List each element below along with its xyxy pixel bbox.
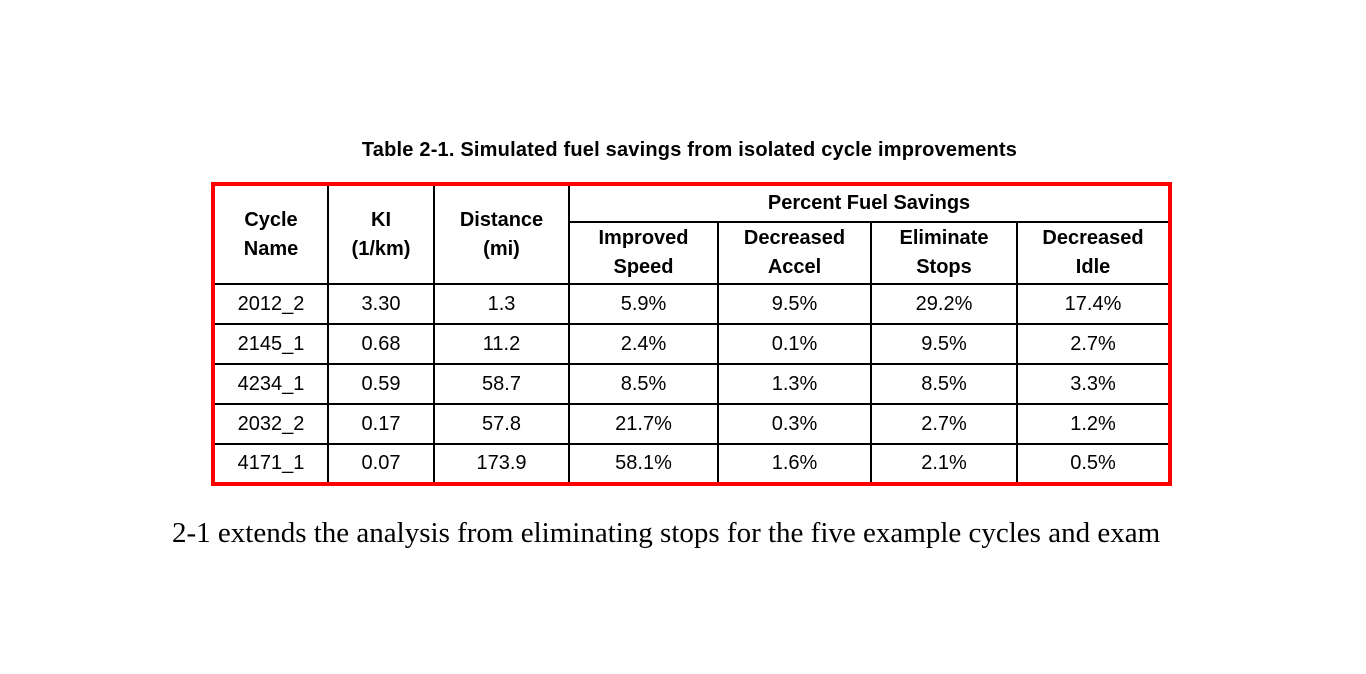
- cell-decreased-idle: 1.2%: [1015, 403, 1172, 445]
- header-cell-decreased-idle: Decreased Idle: [1015, 221, 1172, 285]
- cell-ki: 3.30: [327, 283, 435, 325]
- cell-decreased-idle: 2.7%: [1015, 323, 1172, 365]
- cell-decreased-idle: 0.5%: [1015, 443, 1172, 485]
- table-row: 4171_1 0.07 173.9 58.1% 1.6% 2.1% 0.5%: [212, 443, 1172, 485]
- header-cell-cycle-name: Cycle Name: [212, 183, 329, 285]
- cell-improved-speed: 8.5%: [568, 363, 719, 405]
- cell-ki: 0.59: [327, 363, 435, 405]
- cell-decreased-accel: 0.3%: [717, 403, 872, 445]
- header-cell-ki: KI (1/km): [327, 183, 435, 285]
- header-cell-eliminate-stops: Eliminate Stops: [870, 221, 1018, 285]
- table-row: 2012_2 3.30 1.3 5.9% 9.5% 29.2% 17.4%: [212, 283, 1172, 325]
- cell-distance: 57.8: [433, 403, 570, 445]
- cell-improved-speed: 5.9%: [568, 283, 719, 325]
- cell-eliminate-stops: 2.7%: [870, 403, 1018, 445]
- fuel-savings-table: Cycle Name KI (1/km) Distance (mi) Perce…: [211, 182, 1173, 486]
- table-body: 2012_2 3.30 1.3 5.9% 9.5% 29.2% 17.4% 21…: [212, 283, 1172, 485]
- table-row: 2032_2 0.17 57.8 21.7% 0.3% 2.7% 1.2%: [212, 403, 1172, 445]
- cell-ki: 0.07: [327, 443, 435, 485]
- cell-cycle-name: 4171_1: [212, 443, 329, 485]
- body-text: 2-1 extends the analysis from eliminatin…: [172, 517, 1161, 549]
- cell-eliminate-stops: 29.2%: [870, 283, 1018, 325]
- table-header: Cycle Name KI (1/km) Distance (mi) Perce…: [212, 183, 1172, 285]
- cell-improved-speed: 21.7%: [568, 403, 719, 445]
- cell-decreased-accel: 1.3%: [717, 363, 872, 405]
- cell-eliminate-stops: 9.5%: [870, 323, 1018, 365]
- header-row-sub: Improved Speed Decreased Accel Eliminate…: [213, 221, 1172, 285]
- header-cell-decreased-accel: Decreased Accel: [717, 221, 872, 285]
- cell-decreased-idle: 3.3%: [1015, 363, 1172, 405]
- cell-decreased-accel: 1.6%: [717, 443, 872, 485]
- cell-ki: 0.68: [327, 323, 435, 365]
- header-row-group: Cycle Name KI (1/km) Distance (mi) Perce…: [212, 183, 1172, 285]
- cell-cycle-name: 2145_1: [212, 323, 329, 365]
- header-cell-improved-speed: Improved Speed: [568, 221, 719, 285]
- cell-improved-speed: 2.4%: [568, 323, 719, 365]
- table-container: Cycle Name KI (1/km) Distance (mi) Perce…: [211, 182, 1173, 486]
- cell-distance: 1.3: [433, 283, 570, 325]
- cell-distance: 58.7: [433, 363, 570, 405]
- cell-cycle-name: 2032_2: [212, 403, 329, 445]
- cell-cycle-name: 4234_1: [212, 363, 329, 405]
- cell-eliminate-stops: 2.1%: [870, 443, 1018, 485]
- header-group-percent-fuel-savings: Percent Fuel Savings: [567, 183, 1172, 223]
- cell-distance: 11.2: [433, 323, 570, 365]
- table-row: 4234_1 0.59 58.7 8.5% 1.3% 8.5% 3.3%: [212, 363, 1172, 405]
- cell-cycle-name: 2012_2: [212, 283, 329, 325]
- cell-improved-speed: 58.1%: [568, 443, 719, 485]
- table-caption: Table 2-1. Simulated fuel savings from i…: [361, 139, 1018, 161]
- cell-ki: 0.17: [327, 403, 435, 445]
- cell-decreased-accel: 0.1%: [717, 323, 872, 365]
- cell-distance: 173.9: [433, 443, 570, 485]
- cell-decreased-idle: 17.4%: [1015, 283, 1172, 325]
- table-row: 2145_1 0.68 11.2 2.4% 0.1% 9.5% 2.7%: [212, 323, 1172, 365]
- header-cell-distance: Distance (mi): [433, 183, 570, 285]
- cell-eliminate-stops: 8.5%: [870, 363, 1018, 405]
- cell-decreased-accel: 9.5%: [717, 283, 872, 325]
